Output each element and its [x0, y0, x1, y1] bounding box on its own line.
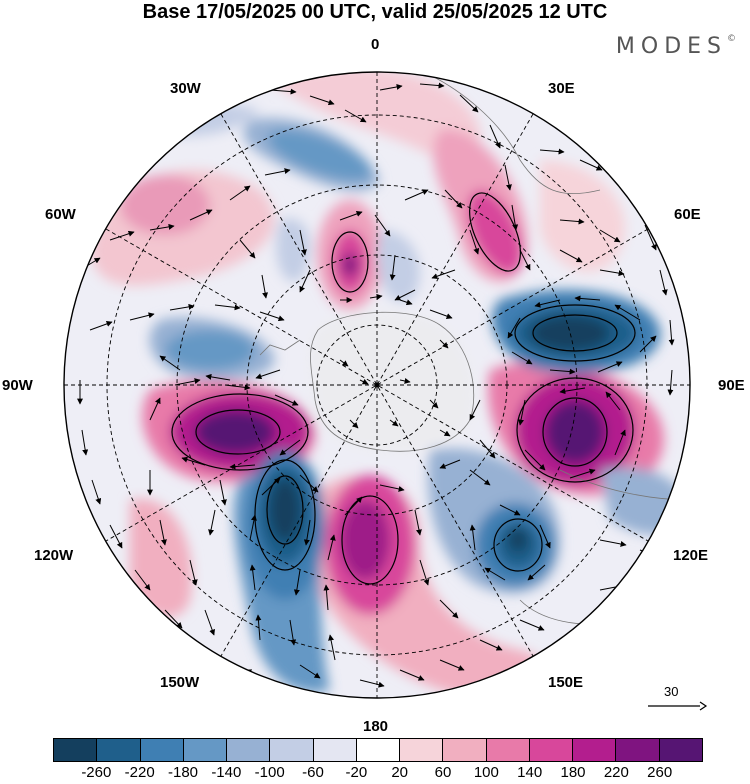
colorbar-swatch [227, 739, 271, 761]
colorbar-tick-label: 180 [560, 764, 586, 781]
colorbar-swatch [573, 739, 617, 761]
contour-lines [171, 192, 636, 585]
colorbar-swatch [356, 739, 401, 761]
colorbar-tick-label: 60 [434, 764, 452, 781]
colorbar-tick-label: -100 [254, 764, 285, 781]
colorbar-swatch [443, 739, 487, 761]
wind-reference-vector: 30 [648, 684, 708, 719]
label-60e: 60E [674, 206, 701, 223]
label-150e: 150E [548, 674, 584, 691]
label-30w: 30W [170, 80, 201, 97]
colorbar-swatch [529, 739, 574, 761]
colorbar-swatch [183, 739, 228, 761]
map-border [63, 71, 691, 699]
colorbar-tick-label: -180 [167, 764, 199, 781]
colorbar-swatch [54, 739, 98, 761]
colorbar-swatch [659, 739, 702, 761]
colorbar-tick-label: 140 [517, 764, 543, 781]
modes-logo: MODES© [615, 34, 736, 59]
label-0: 0 [371, 36, 380, 53]
colorbar-tick-label: -20 [345, 764, 368, 781]
colorbar-swatch [270, 739, 314, 761]
colorbar-tick-label: -140 [211, 764, 242, 781]
label-120e: 120E [673, 547, 709, 564]
wind-reference-label: 30 [664, 684, 679, 699]
label-90e: 90E [718, 377, 745, 394]
colorbar-tick-label: 260 [647, 764, 673, 781]
colorbar-swatch [140, 739, 184, 761]
colorbar-swatch [616, 739, 660, 761]
label-180: 180 [363, 718, 389, 735]
colorbar-tick-label: -260 [81, 764, 112, 781]
colorbar-swatch [97, 739, 141, 761]
colorbar-swatch [313, 739, 357, 761]
label-120w: 120W [34, 547, 74, 564]
label-90w: 90W [2, 377, 33, 394]
colorbar-tick-label: -60 [302, 764, 324, 781]
wind-vectors [77, 82, 675, 688]
colorbar-ticks: -260 -220 -180 -140 -100 -60 -20 20 60 100 140 180 2… [0, 764, 750, 784]
map-title: Base 17/05/2025 00 UTC, valid 25/05/2025… [142, 1, 608, 23]
colorbar-tick-label: 100 [473, 764, 499, 781]
colorbar-tick-label: 220 [603, 764, 629, 781]
colorbar [53, 738, 703, 762]
label-150w: 150W [160, 674, 200, 691]
label-30e: 30E [548, 80, 575, 97]
south-pole-marker [374, 382, 380, 388]
colorbar-swatch [486, 739, 530, 761]
colorbar-swatch [400, 739, 444, 761]
graticule [64, 72, 690, 698]
colorbar-tick-label: 20 [391, 764, 408, 781]
label-60w: 60W [45, 206, 76, 223]
colorbar-tick-label: -220 [124, 764, 155, 781]
wind-reference-arrow [648, 701, 708, 711]
